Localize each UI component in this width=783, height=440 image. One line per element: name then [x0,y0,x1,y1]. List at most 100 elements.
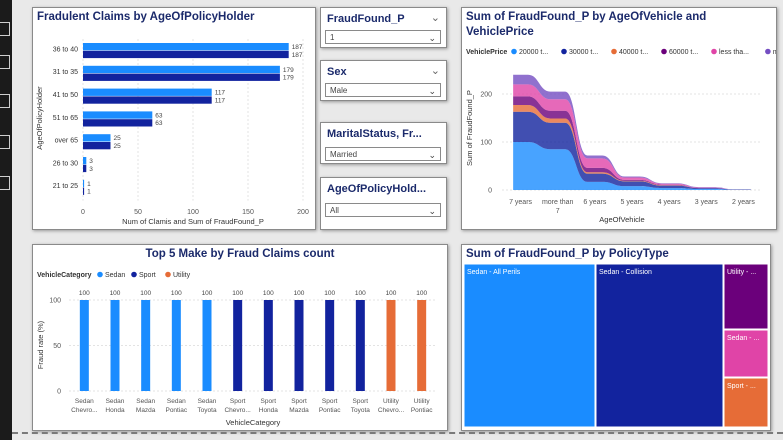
x-tick-category: Sedan [198,398,217,405]
dax-icon[interactable] [0,135,10,149]
slicer-title: AgeOfPolicyHold... [327,183,427,195]
bar [171,300,181,391]
treemap-cell [723,263,769,330]
page-icon[interactable] [0,22,10,36]
x-tick-label: 4 years [658,199,681,206]
slicer-dropdown[interactable]: Married ⌄ [325,147,441,161]
x-tick-label: 7 [556,208,560,215]
chart-title: Fradulent Claims by AgeOfPolicyHolder [37,11,255,23]
data-label: 100 [202,290,213,297]
top5-make-chart: VehicleCategory Sedan Sport Utility 0 50 100 10… [36,271,437,427]
slicer-dropdown[interactable]: Male ⌄ [325,83,441,97]
chevron-down-icon[interactable]: ⌄ [430,12,440,24]
slicer-fraudfound[interactable]: FraudFound_P ⌄ 1 ⌄ [320,7,447,48]
y-axis-title: AgeOfPolicyHolder [35,86,44,150]
y-tick-label: over 65 [55,138,78,145]
x-tick-make: Pontiac [165,407,187,414]
data-label: 100 [416,290,427,297]
chevron-down-icon[interactable]: ⌄ [428,86,436,96]
bar [386,300,396,391]
chevron-down-icon[interactable]: ⌄ [428,33,436,43]
legend-label: Sport [139,272,156,279]
x-tick-category: Sedan [167,398,186,405]
ribbon-series [513,111,751,190]
slicer-title: Sex [327,66,347,78]
x-tick-label: 7 years [509,199,532,206]
data-label: 25 [114,143,122,150]
bar [83,134,111,142]
legend-label: more th... [773,49,776,56]
slicer-age-of-policyholder[interactable]: AgeOfPolicyHold... All ⌄ [320,177,447,230]
chevron-down-icon[interactable]: ⌄ [430,65,440,77]
ribbon-series [513,105,751,190]
bar [83,164,87,173]
legend-label: 30000 t... [569,49,598,56]
data-label: 63 [155,112,163,119]
top5-make-card[interactable]: Top 5 Make by Fraud Claims count Vehicle… [32,244,448,431]
slicer-value: Married [330,150,358,159]
format-icon[interactable] [0,176,10,190]
legend-label: less tha... [719,49,749,56]
slicer-sex[interactable]: Sex ⌄ Male ⌄ [320,60,447,101]
table-icon[interactable] [0,55,10,69]
data-label: 100 [263,290,274,297]
x-tick-make: Honda [259,407,279,414]
x-tick-make: Chevro... [224,407,251,414]
x-axis-title: VehicleCategory [226,418,281,427]
data-label: 100 [232,290,243,297]
legend-label: 20000 t... [519,49,548,56]
y-tick-label: 36 to 40 [53,46,78,53]
ribbon-series [513,84,751,190]
x-tick-category: Sedan [75,398,94,405]
legend-marker [711,48,717,55]
chevron-down-icon[interactable]: ⌄ [428,206,436,216]
ribbon-series [513,74,751,190]
model-icon[interactable] [0,94,10,108]
legend-marker [561,48,567,55]
data-label: 179 [283,67,294,74]
y-tick-label: 200 [480,92,492,99]
legend-marker [661,48,667,55]
data-label: 117 [215,97,226,104]
data-label: 100 [79,290,90,297]
data-label: 1 [87,181,91,188]
legend-label: Utility [173,272,191,279]
x-tick-label: 200 [297,209,309,216]
treemap-label: Sedan - Collision [599,269,652,276]
y-axis-title: Sum of FraudFound_P [465,90,474,166]
y-tick-label: 100 [49,298,61,305]
x-axis-title: Num of Clamis and Sum of FraudFound_P [122,217,264,226]
x-tick-make: Mazda [289,407,309,414]
data-label: 100 [386,290,397,297]
bar [83,111,153,119]
chart-title: Top 5 Make by Fraud Claims count [145,248,335,260]
x-tick-category: Sport [322,398,338,405]
x-tick-category: Sport [261,398,277,405]
ribbon-series [513,96,751,190]
slicer-dropdown[interactable]: All ⌄ [325,203,441,217]
x-tick-make: Toyota [351,407,371,414]
y-tick-label: 26 to 30 [53,160,78,167]
data-label: 25 [114,135,122,142]
treemap-cell [723,329,769,378]
bar [110,300,120,391]
data-label: 100 [171,290,182,297]
legend-marker [765,48,771,55]
bar [83,88,212,96]
treemap-label: Sedan - All Perils [467,269,521,276]
slicer-dropdown[interactable]: 1 ⌄ [325,30,441,44]
treemap-cell [723,377,769,428]
slicer-marital-status[interactable]: MaritalStatus, Fr... Married ⌄ [320,122,447,164]
bar [233,300,243,391]
x-tick-category: Sport [353,398,369,405]
bar [355,300,365,391]
ribbon-series [513,142,751,190]
vehicle-age-card[interactable]: Sum of FraudFound_P by AgeOfVehicle and … [461,7,777,230]
policy-type-card[interactable]: Sum of FraudFound_P by PolicyType Sedan … [461,244,771,431]
slicer-value: Male [330,86,348,95]
y-tick-label: 51 to 65 [53,115,78,122]
policyholder-age-card[interactable]: Fradulent Claims by AgeOfPolicyHolder 0 5… [32,7,316,230]
chevron-down-icon[interactable]: ⌄ [428,150,436,160]
bar [83,119,153,127]
bar [83,50,289,59]
